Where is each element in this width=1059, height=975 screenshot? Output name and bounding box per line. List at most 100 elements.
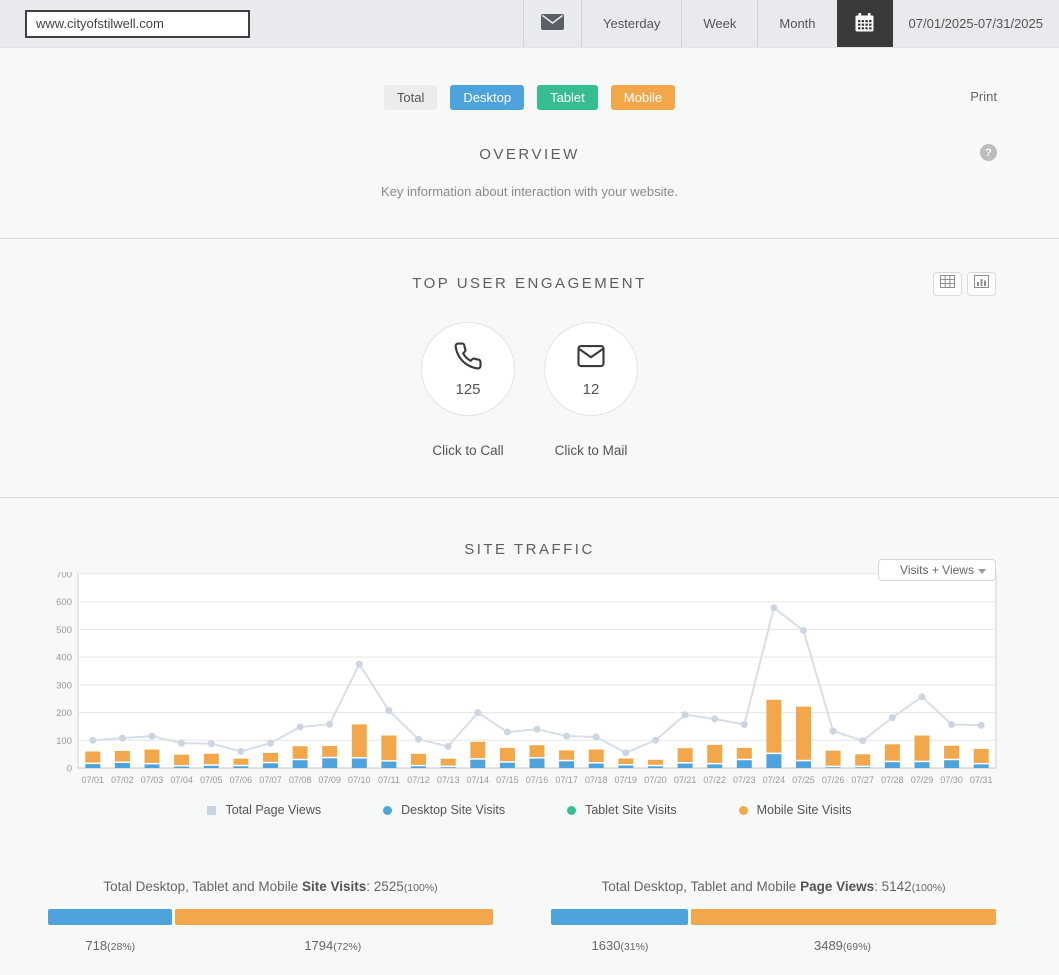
engagement-circles: 125 12 (0, 322, 1059, 416)
svg-text:07/13: 07/13 (437, 775, 460, 785)
engagement-section: TOP USER ENGAGEMENT 125 12 Click to C (0, 239, 1059, 458)
traffic-chart: 0 100 200 300 400 500 600 700 07/01 07/02 07/03 07/… (44, 570, 1059, 799)
divider (0, 497, 1059, 498)
svg-text:07/27: 07/27 (851, 775, 874, 785)
site-traffic-section: SITE TRAFFIC Visits + Views 0 100 200 300 40… (0, 498, 1059, 817)
svg-text:07/20: 07/20 (644, 775, 667, 785)
top-bar: Yesterday Week Month 07/01/2025-07/31/20… (0, 0, 1059, 48)
overview-subtitle: Key information about interaction with y… (381, 184, 678, 199)
svg-text:07/01: 07/01 (82, 775, 105, 785)
site-visits-summary-title: Total Desktop, Tablet and Mobile Site Vi… (103, 879, 438, 894)
svg-text:07/05: 07/05 (200, 775, 223, 785)
site-traffic-title: SITE TRAFFIC (464, 541, 595, 558)
bar-chart-icon (974, 275, 989, 293)
click-to-mail-label: Click to Mail (554, 443, 628, 458)
overview-section: OVERVIEW ? (0, 144, 1059, 163)
device-filter-buttons: Total Desktop Tablet Mobile (0, 85, 1059, 110)
range-yesterday-button[interactable]: Yesterday (581, 0, 681, 47)
mail-count: 12 (582, 380, 600, 398)
envelope-icon (541, 14, 565, 33)
site-visits-summary: Total Desktop, Tablet and Mobile Site Vi… (48, 879, 493, 953)
summary-section: Total Desktop, Tablet and Mobile Site Vi… (0, 879, 1059, 953)
svg-text:07/07: 07/07 (259, 775, 282, 785)
svg-text:07/15: 07/15 (496, 775, 519, 785)
mail-icon (575, 341, 607, 376)
svg-text:07/12: 07/12 (407, 775, 430, 785)
legend-label: Desktop Site Visits (401, 803, 506, 817)
svg-text:07/09: 07/09 (318, 775, 341, 785)
svg-text:300: 300 (56, 680, 72, 691)
page-views-bar-labels: 1630(31%) 3489(69%) (551, 938, 996, 953)
svg-text:07/23: 07/23 (733, 775, 756, 785)
click-to-call-label: Click to Call (432, 443, 504, 458)
print-link[interactable]: Print (970, 89, 997, 104)
filter-tablet-button[interactable]: Tablet (537, 85, 598, 110)
svg-text:07/21: 07/21 (674, 775, 697, 785)
website-url-input[interactable] (25, 9, 250, 38)
click-to-mail-circle[interactable]: 12 (544, 322, 638, 416)
summary-segment-label: 1794(72%) (304, 938, 362, 953)
call-count: 125 (455, 380, 481, 398)
range-month-button[interactable]: Month (757, 0, 836, 47)
summary-segment-label: 3489(69%) (813, 938, 871, 953)
email-report-button[interactable] (523, 0, 581, 47)
page-views-bar (551, 909, 996, 925)
legend-label: Mobile Site Visits (756, 803, 852, 817)
filter-desktop-button[interactable]: Desktop (450, 85, 525, 110)
calendar-icon (854, 12, 875, 36)
svg-text:07/29: 07/29 (911, 775, 934, 785)
svg-text:07/18: 07/18 (585, 775, 608, 785)
svg-text:07/17: 07/17 (555, 775, 578, 785)
legend-item[interactable]: Desktop Site Visits (383, 803, 505, 817)
view-toggle-group (933, 272, 996, 296)
svg-text:07/19: 07/19 (615, 775, 638, 785)
site-visits-bar (48, 909, 493, 925)
chevron-down-icon (978, 569, 986, 574)
device-filter-row: Total Desktop Tablet Mobile Print (0, 85, 1059, 112)
svg-text:500: 500 (56, 625, 72, 636)
svg-text:07/11: 07/11 (378, 775, 400, 785)
legend-item[interactable]: Tablet Site Visits (567, 803, 677, 817)
table-icon (940, 275, 955, 293)
svg-text:07/04: 07/04 (170, 775, 193, 785)
svg-text:200: 200 (56, 708, 72, 719)
legend-item[interactable]: Mobile Site Visits (738, 803, 852, 817)
site-visits-bar-labels: 718(28%) 1794(72%) (48, 938, 493, 953)
legend-dot-marker (383, 805, 393, 815)
help-icon[interactable]: ? (980, 144, 997, 161)
traffic-mode-dropdown[interactable]: Visits + Views (878, 559, 996, 581)
range-week-button[interactable]: Week (681, 0, 757, 47)
legend-square-marker (207, 805, 217, 815)
topbar-spacer (250, 0, 523, 47)
table-view-button[interactable] (933, 272, 962, 296)
svg-text:07/28: 07/28 (881, 775, 904, 785)
svg-text:07/30: 07/30 (940, 775, 963, 785)
svg-text:07/16: 07/16 (526, 775, 549, 785)
svg-text:07/26: 07/26 (822, 775, 845, 785)
summary-bar-segment (174, 909, 493, 925)
phone-icon (453, 341, 483, 376)
legend-label: Total Page Views (225, 803, 322, 817)
filter-mobile-button[interactable]: Mobile (610, 85, 676, 110)
page-views-summary: Total Desktop, Tablet and Mobile Page Vi… (551, 879, 996, 953)
url-field-wrap (0, 0, 250, 47)
summary-segment-label: 718(28%) (85, 938, 136, 953)
chart-view-button[interactable] (967, 272, 996, 296)
calendar-button[interactable] (836, 0, 893, 47)
legend-item[interactable]: Total Page Views (207, 803, 321, 817)
overview-title: OVERVIEW (479, 146, 580, 163)
svg-text:100: 100 (56, 736, 72, 747)
svg-text:07/24: 07/24 (763, 775, 786, 785)
svg-text:600: 600 (56, 597, 72, 608)
traffic-mode-value: Visits + Views (900, 563, 974, 577)
summary-bar-segment (48, 909, 172, 925)
svg-text:07/25: 07/25 (792, 775, 815, 785)
click-to-call-circle[interactable]: 125 (421, 322, 515, 416)
svg-text:700: 700 (56, 572, 72, 581)
svg-text:07/08: 07/08 (289, 775, 312, 785)
svg-text:07/06: 07/06 (230, 775, 253, 785)
filter-total-button[interactable]: Total (383, 85, 438, 110)
date-range-label: 07/01/2025-07/31/2025 (908, 16, 1043, 31)
svg-text:400: 400 (56, 653, 72, 664)
summary-bar-segment (551, 909, 689, 925)
